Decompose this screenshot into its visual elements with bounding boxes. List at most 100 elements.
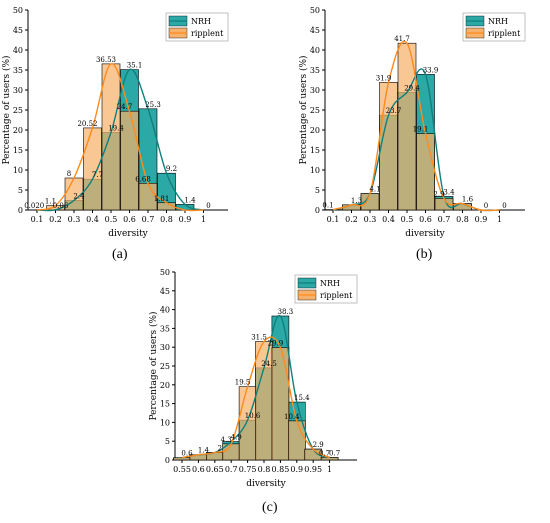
panel-b-y-tick-label: 0 <box>315 206 320 215</box>
panel-c-y-axis-label: Percentage of users (%) <box>148 311 159 420</box>
panel-c-x-tick-label: 0.55 <box>173 465 191 474</box>
panel-b-x-tick-label: 0.1 <box>327 215 340 224</box>
panel-a-y-tick-label: 15 <box>13 146 23 155</box>
panel-b-x-tick-label: 0.3 <box>364 215 377 224</box>
panel-a-label-ripplent: 1.1 <box>45 198 56 206</box>
panel-c-caption: (c) <box>262 500 278 516</box>
panel-a-label-ripplent: 24.7 <box>117 103 133 111</box>
panel-b-bar-ripplent <box>417 134 435 210</box>
panel-c-label-ripplent: 4.3 <box>221 436 232 444</box>
panel-c-bar-ripplent <box>288 421 305 460</box>
panel-a-label-nrh: 9.2 <box>166 165 177 173</box>
panel-b-x-tick-label: 0.5 <box>401 215 414 224</box>
panel-c-label-nrh: 2.9 <box>313 441 324 449</box>
panel-a-y-tick-label: 45 <box>13 26 23 35</box>
panel-a-label-nrh: 25.3 <box>145 101 161 109</box>
panel-a-legend-label-nrh: NRH <box>191 17 211 26</box>
panel-b-x-tick-label: 0.9 <box>475 215 488 224</box>
panel-a-label-ripplent: 8 <box>67 170 71 178</box>
panel-a-label-nrh: 7.7 <box>92 171 103 179</box>
panel-c-label-nrh: 15.4 <box>294 394 310 402</box>
panel-b-x-tick-label: 1 <box>497 215 502 224</box>
panel-a-x-tick-label: 0.7 <box>142 215 155 224</box>
panel-a-x-tick-label: 0.6 <box>123 215 136 224</box>
panel-c-bar-ripplent <box>321 457 338 460</box>
panel-a-x-tick-label: 0.4 <box>86 215 99 224</box>
panel-c-x-tick-label: 0.75 <box>239 465 257 474</box>
panel-a-y-tick-label: 10 <box>13 166 23 175</box>
panel-c-x-tick-label: 0.9 <box>290 465 303 474</box>
panel-c-legend-label-nrh: NRH <box>320 279 340 288</box>
panel-c-x-tick-label: 0.8 <box>258 465 271 474</box>
panel-b-x-tick-label: 0.6 <box>419 215 432 224</box>
panel-c-y-tick-label: 15 <box>160 400 170 409</box>
panel-a-y-tick-label: 50 <box>13 6 23 15</box>
panel-b-y-tick-label: 25 <box>310 106 320 115</box>
panel-b-legend-label-nrh: NRH <box>488 17 508 26</box>
panel-b-label-nrh: 0 <box>484 202 488 210</box>
panel-c-label-ripplent: 0.7 <box>319 449 330 457</box>
panel-c-label-nrh: 4.9 <box>231 434 242 442</box>
panel-c-label-ripplent: 10.4 <box>284 413 300 421</box>
panel-b-label-nrh: 0 <box>502 202 506 210</box>
panel-a-y-axis-label: Percentage of users (%) <box>1 55 12 164</box>
panel-a-label-nrh: 1.4 <box>184 196 196 204</box>
panel-b-y-tick-label: 40 <box>310 46 320 55</box>
panel-b-y-tick-label: 45 <box>310 26 320 35</box>
panel-a-caption: (a) <box>112 247 128 263</box>
panel-c-x-tick-label: 0.85 <box>271 465 289 474</box>
panel-a-x-tick-label: 0.1 <box>31 215 44 224</box>
panel-a-y-tick-label: 30 <box>13 86 23 95</box>
panel-a-label-nrh: 2.4 <box>73 192 85 200</box>
panel-c-label-nrh: 24.5 <box>261 360 277 368</box>
panel-a-y-tick-label: 25 <box>13 106 23 115</box>
panel-b-x-tick-label: 0.4 <box>382 215 395 224</box>
panel-b-bar-ripplent <box>380 82 398 210</box>
panel-a-label-nrh: 0 <box>206 202 210 210</box>
panel-c-label-ripplent: 29.9 <box>268 340 284 348</box>
panel-b-x-tick-label: 0.2 <box>345 215 358 224</box>
panel-a-label-nrh: 35.1 <box>127 62 143 70</box>
panel-c-y-tick-label: 20 <box>160 381 170 390</box>
panel-c-y-tick-label: 0 <box>165 456 170 465</box>
panel-b-y-tick-label: 35 <box>310 66 320 75</box>
panel-c-y-tick-label: 35 <box>160 324 170 333</box>
panel-c-label-nrh: 1.4 <box>198 447 210 455</box>
panel-a-x-tick-label: 0.8 <box>160 215 173 224</box>
panel-c-x-tick-label: 0.65 <box>206 465 224 474</box>
panel-c-y-tick-label: 30 <box>160 343 170 352</box>
panel-a-x-tick-label: 0.5 <box>105 215 118 224</box>
panel-b-y-tick-label: 30 <box>310 86 320 95</box>
panel-c-label-nrh: 0.7 <box>329 449 340 457</box>
panel-b-y-tick-label: 10 <box>310 166 320 175</box>
panel-b-label-nrh: 29.4 <box>404 84 420 92</box>
panel-b-x-axis-label: diversity <box>405 229 445 239</box>
panel-c-x-tick-label: 0.6 <box>192 465 205 474</box>
panel-c-legend-label-ripplent: ripplent <box>320 291 353 300</box>
panel-b-label-ripplent: 31.9 <box>376 74 392 82</box>
panel-b-label-nrh: 23.7 <box>386 107 402 115</box>
panel-b-y-axis-label: Percentage of users (%) <box>298 55 309 164</box>
panel-a-y-tick-label: 35 <box>13 66 23 75</box>
panel-a-y-tick-label: 0 <box>18 206 23 215</box>
panel-c-y-tick-label: 45 <box>160 287 170 296</box>
panel-a-label-ripplent: 36.53 <box>96 56 116 64</box>
panel-b-y-tick-label: 15 <box>310 146 320 155</box>
panel-b-label-nrh: 3.4 <box>443 188 455 196</box>
panel-a-legend-label-ripplent: ripplent <box>191 29 224 38</box>
panel-a-x-axis-label: diversity <box>108 229 148 239</box>
panel-a-bar-ripplent <box>84 128 102 210</box>
panel-b-label-nrh: 4.1 <box>369 186 380 194</box>
panel-a-y-tick-label: 5 <box>18 186 23 195</box>
panel-b-label-ripplent: 41.7 <box>394 35 410 43</box>
panel-c-y-tick-label: 25 <box>160 362 170 371</box>
panel-a-x-tick-label: 0.3 <box>68 215 81 224</box>
panel-a-label-nrh: 19.4 <box>108 124 124 132</box>
panel-c-label-nrh: 10.6 <box>245 412 261 420</box>
panel-b-x-tick-label: 0.7 <box>438 215 451 224</box>
panel-c-label-nrh: 2 <box>218 444 222 452</box>
panel-c-bar-ripplent <box>239 387 256 460</box>
panel-c-y-tick-label: 5 <box>165 437 170 446</box>
